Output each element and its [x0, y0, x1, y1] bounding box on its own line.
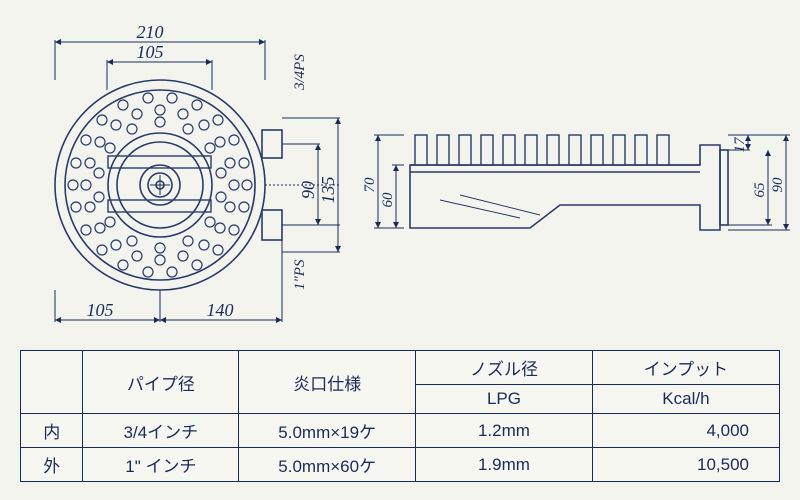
row-outer-input: 10,500 [592, 448, 779, 482]
drawing-svg: 210 105 105 140 90 135 3/4PS 1"PS [0, 0, 800, 340]
dim-210: 210 [137, 22, 164, 42]
row-outer-pipe: 1" インチ [83, 448, 239, 482]
col-nozzle: ノズル径 [416, 351, 593, 385]
col-pipe: パイプ径 [83, 351, 239, 414]
col-nozzle-sub: LPG [416, 385, 593, 414]
row-inner-input: 4,000 [592, 414, 779, 448]
label-1ps: 1"PS [292, 259, 308, 290]
col-flame: 炎口仕様 [239, 351, 416, 414]
dim-60: 60 [380, 192, 396, 208]
row-inner-pipe: 3/4インチ [83, 414, 239, 448]
dim-17: 17 [732, 136, 748, 153]
side-view: 70 60 17 65 90 [362, 135, 790, 230]
row-outer-flame: 5.0mm×60ケ [239, 448, 416, 482]
col-input-sub: Kcal/h [592, 385, 779, 414]
dim-105-bottom: 105 [87, 300, 114, 320]
dim-70: 70 [362, 177, 378, 193]
dim-105-top: 105 [137, 42, 164, 62]
row-inner-label: 内 [21, 414, 83, 448]
dim-90: 90 [298, 181, 318, 199]
table-row: 外 1" インチ 5.0mm×60ケ 1.9mm 10,500 [21, 448, 780, 482]
row-outer-nozzle: 1.9mm [416, 448, 593, 482]
spec-table: パイプ径 炎口仕様 ノズル径 インプット LPG Kcal/h 内 3/4インチ… [20, 350, 780, 482]
row-inner-flame: 5.0mm×19ケ [239, 414, 416, 448]
front-view: 210 105 105 140 90 135 3/4PS 1"PS [55, 22, 340, 322]
technical-drawing: 210 105 105 140 90 135 3/4PS 1"PS [0, 0, 800, 340]
col-input: インプット [592, 351, 779, 385]
table-row: 内 3/4インチ 5.0mm×19ケ 1.2mm 4,000 [21, 414, 780, 448]
dim-140: 140 [207, 300, 234, 320]
label-3-4ps: 3/4PS [292, 54, 308, 91]
row-outer-label: 外 [21, 448, 83, 482]
dim-90r: 90 [770, 177, 786, 193]
row-inner-nozzle: 1.2mm [416, 414, 593, 448]
dim-135: 135 [318, 177, 338, 204]
dim-65: 65 [752, 182, 768, 198]
